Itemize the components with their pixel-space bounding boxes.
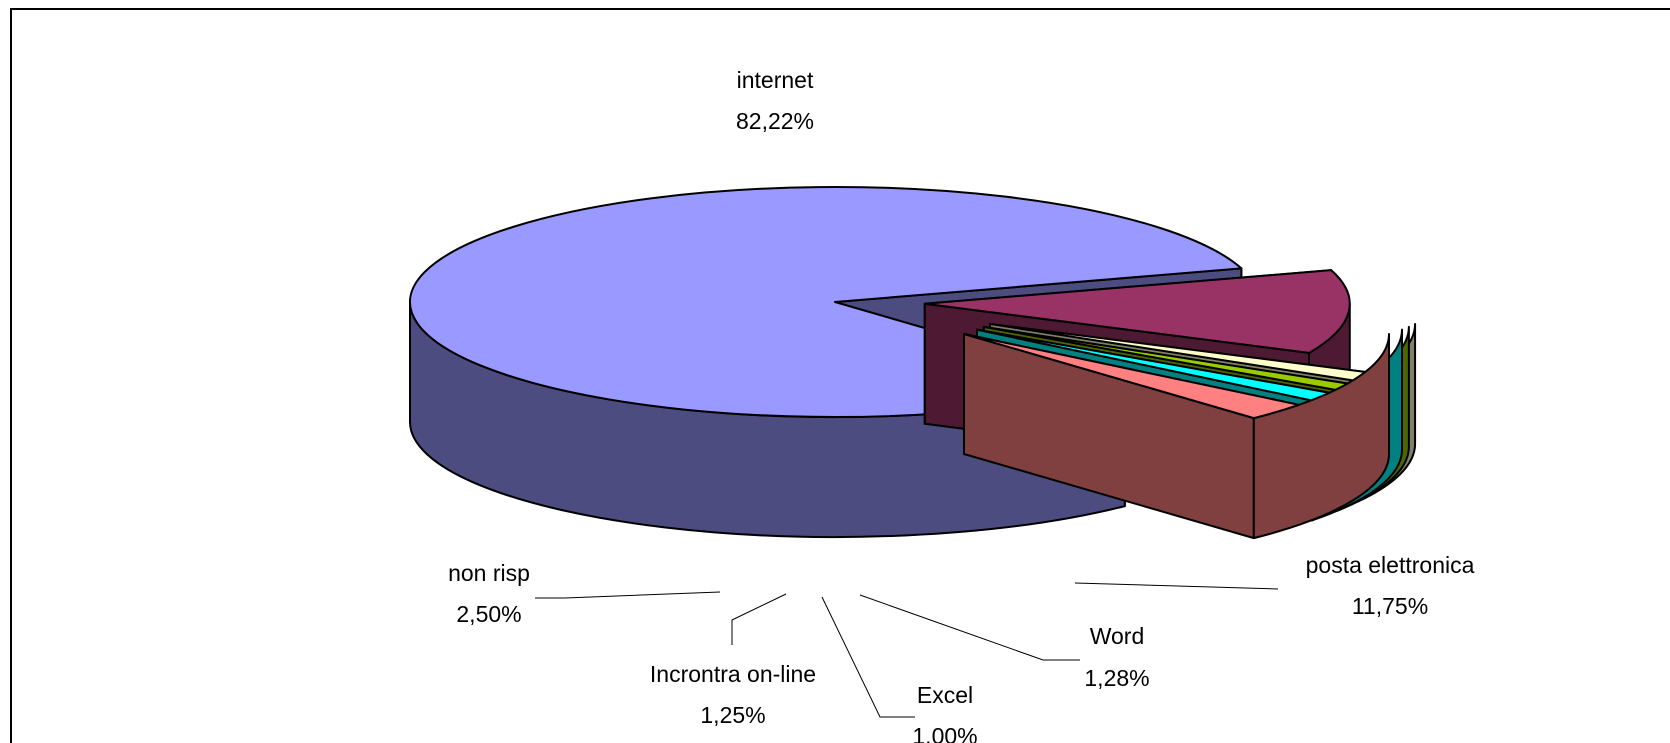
slice-top [923,269,1351,354]
slice-label-posta-value: 11,75% [1352,593,1428,619]
labels-layer: internet 82,22% posta elettronica 11,75%… [448,67,1475,743]
slice-label-nonrisp-name: non risp [448,560,530,586]
slice-label-word-value: 1,28% [1084,665,1149,691]
slices-layer [409,186,1417,540]
slice-label-incontra-name: Incrontra on-line [650,661,816,687]
chart-frame [10,8,1670,743]
slice-non-risp [963,332,1391,540]
slice-top [409,186,1243,418]
slice-label-word-name: Word [1090,623,1145,649]
slice-label-posta-name: posta elettronica [1306,552,1475,578]
slice-outer-wall [1252,332,1391,540]
slice-top [963,332,1300,420]
leader-line-incontra [731,593,787,645]
leader-line-nonrisp [535,591,721,599]
leader-lines [535,582,1279,718]
slice-label-excel-value: 1,00% [912,723,977,743]
leader-line-excel [821,596,915,718]
slice-label-excel-name: Excel [917,682,973,708]
slice-label-internet-name: internet [737,67,814,93]
leader-line-posta [1074,582,1279,590]
slice-label-internet-value: 82,22% [736,108,814,134]
slice-label-nonrisp-value: 2,50% [456,601,521,627]
slice-label-incontra-value: 1,25% [700,702,765,728]
leader-line-word [859,594,1080,661]
